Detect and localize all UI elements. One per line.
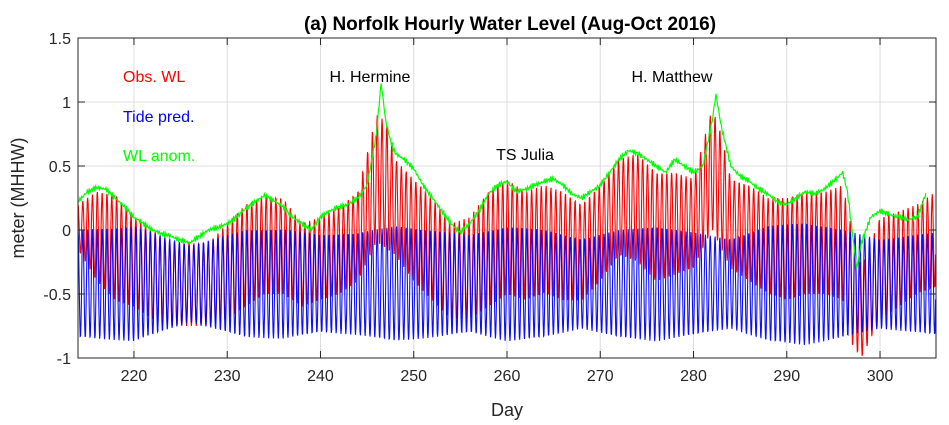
tick-labels: 220 230 240 250 260 270 280 290 300 -1 -0.5 0 0.5 1 1.… <box>43 31 893 385</box>
annotations: H. Hermine TS Julia H. Matthew <box>330 69 713 164</box>
series-wl-anom-line <box>78 83 927 269</box>
x-tick-label: 300 <box>867 368 894 385</box>
annotation-label: TS Julia <box>496 147 554 164</box>
x-tick-label: 260 <box>494 368 521 385</box>
x-tick-label: 220 <box>121 368 148 385</box>
legend-item-0: Obs. WL <box>123 69 185 86</box>
plot-area <box>78 83 936 356</box>
y-tick-label: 0.5 <box>49 159 71 176</box>
annotation-label: H. Matthew <box>632 69 713 86</box>
chart-title: (a) Norfolk Hourly Water Level (Aug-Oct … <box>304 14 716 35</box>
series-tide-pred-line <box>78 223 936 346</box>
x-tick-label: 250 <box>400 368 427 385</box>
x-tick-label: 290 <box>773 368 800 385</box>
y-tick-label: 0 <box>62 223 71 240</box>
legend-item-1: Tide pred. <box>123 109 194 126</box>
y-tick-label: 1.5 <box>49 31 71 48</box>
x-tick-label: 280 <box>680 368 707 385</box>
annotation-label: H. Hermine <box>330 69 411 86</box>
legend-item-2: WL anom. <box>123 148 195 165</box>
axis-ticks <box>78 37 936 359</box>
y-tick-label: -0.5 <box>43 287 71 304</box>
y-tick-label: 1 <box>62 95 71 112</box>
y-tick-label: -1 <box>57 351 71 368</box>
x-tick-label: 270 <box>587 368 614 385</box>
x-tick-label: 240 <box>307 368 334 385</box>
x-axis-label: Day <box>491 400 523 420</box>
y-axis-label: meter (MHHW) <box>8 138 28 259</box>
x-tick-label: 230 <box>214 368 241 385</box>
legend: Obs. WL Tide pred. WL anom. <box>123 69 195 165</box>
